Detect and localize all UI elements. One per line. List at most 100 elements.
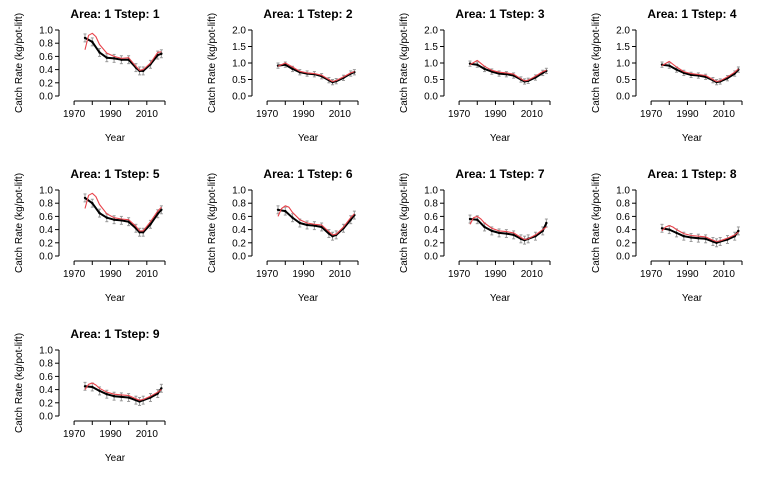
- observed-point: [682, 235, 686, 238]
- observed-point: [284, 63, 287, 66]
- panel-title: Area: 1 Tstep: 5: [70, 167, 159, 181]
- x-axis-label: Year: [682, 133, 703, 144]
- y-tick-label: 0.2: [39, 238, 53, 249]
- observed-point: [112, 218, 116, 221]
- y-tick-label: 0.0: [424, 252, 438, 263]
- y-tick-label: 1.0: [39, 186, 53, 197]
- y-tick-label: 0.6: [39, 52, 53, 63]
- x-axis-label: Year: [105, 453, 126, 464]
- observed-point: [120, 395, 123, 399]
- y-tick-label: 0.5: [616, 75, 630, 86]
- observed-series-line: [84, 37, 162, 72]
- y-tick-label: 0.0: [39, 252, 53, 263]
- x-tick-label: 1990: [99, 109, 122, 120]
- y-tick-label: 1.0: [616, 186, 630, 197]
- x-axis-label: Year: [490, 133, 511, 144]
- y-tick-label: 0.8: [39, 199, 53, 210]
- x-tick-label: 1990: [99, 429, 122, 440]
- y-tick-label: 0.6: [616, 212, 630, 223]
- y-tick-label: 0.2: [39, 398, 53, 409]
- y-tick-label: 0.0: [616, 92, 630, 103]
- y-tick-label: 1.5: [616, 42, 630, 53]
- y-tick-label: 0.2: [39, 78, 53, 89]
- panel-title: Area: 1 Tstep: 6: [263, 167, 352, 181]
- x-tick-label: 1970: [256, 109, 279, 120]
- predicted-series-line: [84, 192, 162, 232]
- y-axis-label: Catch Rate (kg/pot-lift): [14, 333, 25, 433]
- observed-point: [160, 387, 163, 390]
- y-tick-label: 0.8: [232, 199, 246, 210]
- observed-series-line: [469, 62, 547, 83]
- predicted-series-line: [84, 382, 162, 401]
- observed-point: [83, 385, 87, 388]
- panel-title: Area: 1 Tstep: 3: [455, 7, 544, 21]
- observed-point: [497, 72, 501, 75]
- y-tick-label: 0.5: [424, 75, 438, 86]
- observed-point: [668, 64, 671, 67]
- y-tick-label: 1.0: [616, 59, 630, 70]
- observed-point: [298, 221, 302, 225]
- y-tick-label: 0.4: [424, 225, 438, 236]
- x-tick-label: 2010: [521, 109, 544, 120]
- y-axis-label: Catch Rate (kg/pot-lift): [14, 13, 25, 113]
- panel-title: Area: 1 Tstep: 7: [455, 167, 544, 181]
- observed-point: [149, 223, 152, 226]
- y-tick-label: 1.0: [39, 26, 53, 37]
- observed-point: [91, 202, 94, 205]
- x-tick-label: 1970: [448, 109, 471, 120]
- x-tick-label: 2010: [521, 269, 544, 280]
- panel-tstep-9: Area: 1 Tstep: 9 0.0 0.2 0.4 0.6 0.8 1.0 1970 19…: [14, 327, 166, 464]
- y-tick-label: 0.0: [232, 92, 246, 103]
- observed-point: [689, 236, 693, 239]
- observed-point: [545, 221, 548, 225]
- y-tick-label: 0.5: [232, 75, 246, 86]
- observed-point: [105, 393, 109, 396]
- x-tick-label: 2010: [713, 269, 736, 280]
- x-tick-label: 1970: [448, 269, 471, 280]
- observed-point: [91, 385, 94, 389]
- y-axis-label: Catch Rate (kg/pot-lift): [14, 173, 25, 273]
- observed-point: [715, 241, 718, 244]
- observed-point: [112, 57, 116, 60]
- observed-point: [483, 225, 486, 229]
- observed-point: [497, 231, 501, 235]
- y-tick-label: 1.0: [232, 59, 246, 70]
- y-tick-label: 0.6: [39, 212, 53, 223]
- y-tick-label: 1.5: [424, 42, 438, 53]
- x-axis-label: Year: [105, 133, 126, 144]
- observed-point: [660, 227, 664, 230]
- observed-point: [112, 395, 116, 398]
- panel-tstep-1: Area: 1 Tstep: 1 0.0 0.2 0.4 0.6 0.8 1.0 1970 19…: [14, 7, 166, 144]
- observed-point: [512, 233, 515, 237]
- x-tick-label: 1990: [292, 109, 315, 120]
- observed-point: [291, 216, 294, 219]
- observed-point: [141, 231, 145, 234]
- panel-tstep-6: Area: 1 Tstep: 6 0.0 0.2 0.4 0.6 0.8 1.0 1970 19…: [207, 167, 359, 304]
- y-tick-label: 0.8: [616, 199, 630, 210]
- x-tick-label: 1970: [256, 269, 279, 280]
- observed-point: [476, 63, 479, 66]
- observed-point: [291, 67, 294, 71]
- y-tick-label: 0.6: [39, 372, 53, 383]
- observed-point: [313, 224, 316, 227]
- x-tick-label: 2010: [329, 269, 352, 280]
- y-axis-label: Catch Rate (kg/pot-lift): [591, 13, 602, 113]
- observed-point: [697, 236, 700, 240]
- observed-point: [91, 40, 94, 44]
- y-tick-label: 0.0: [39, 412, 53, 423]
- observed-point: [704, 237, 707, 241]
- y-tick-label: 0.4: [616, 225, 630, 236]
- observed-point: [490, 229, 494, 233]
- y-tick-label: 0.6: [232, 212, 246, 223]
- observed-point: [138, 231, 141, 234]
- observed-point: [98, 211, 101, 215]
- observed-point: [284, 209, 287, 213]
- x-tick-label: 2010: [136, 269, 159, 280]
- observed-point: [668, 228, 671, 231]
- y-tick-label: 0.4: [39, 385, 53, 396]
- predicted-series-line: [277, 205, 355, 236]
- y-tick-label: 0.2: [424, 238, 438, 249]
- y-tick-label: 0.6: [424, 212, 438, 223]
- y-tick-label: 2.0: [616, 26, 630, 37]
- observed-series-line: [661, 63, 740, 84]
